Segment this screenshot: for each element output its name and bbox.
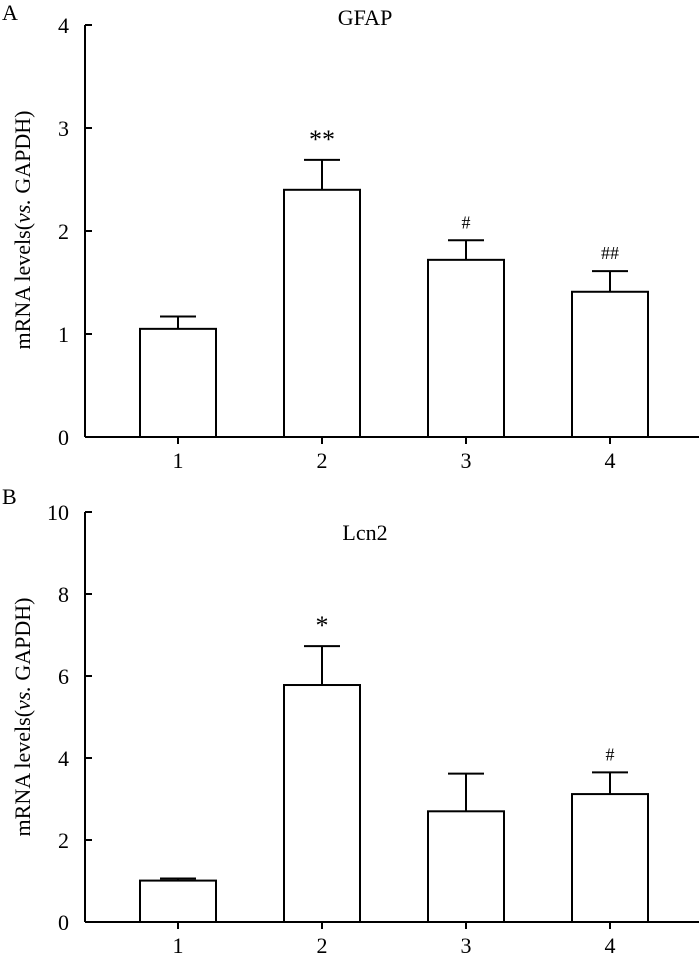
y-tick-label: 0 <box>58 910 69 935</box>
y-tick-label: 8 <box>58 582 69 607</box>
significance-label: ** <box>309 125 335 154</box>
bar <box>139 879 217 924</box>
panel-label-b: B <box>2 484 17 509</box>
x-tick-label: 4 <box>605 448 616 473</box>
y-axis-label-a: mRNA levels(vs. GAPDH) <box>10 111 35 350</box>
bar <box>427 258 505 438</box>
bars-a: **### <box>139 125 649 439</box>
y-tick-label: 1 <box>58 322 69 347</box>
y-tick-label: 10 <box>47 500 69 525</box>
x-tick-label: 3 <box>461 448 472 473</box>
chart-title-lcn2: Lcn2 <box>342 520 387 545</box>
y-tick-label: 4 <box>58 746 69 771</box>
y-axis-label-b: mRNA levels(vs. GAPDH) <box>10 598 35 837</box>
x-tick-label: 2 <box>317 933 328 958</box>
bar <box>571 290 649 438</box>
x-ticks-b: 1 2 3 4 <box>173 922 616 958</box>
y-tick-label: 3 <box>58 116 69 141</box>
x-tick-label: 2 <box>317 448 328 473</box>
x-ticks-a: 1 2 3 4 <box>173 437 616 473</box>
y-axis-label-b-prefix: mRNA levels( <box>10 710 35 837</box>
x-tick-label: 4 <box>605 933 616 958</box>
y-axis-label-b-suffix: GAPDH) <box>10 598 35 687</box>
y-tick-label: 0 <box>58 425 69 450</box>
significance-label: * <box>316 611 329 640</box>
y-axis-label-a-italic: vs. <box>10 199 35 223</box>
x-tick-label: 1 <box>173 448 184 473</box>
y-tick-label: 2 <box>58 219 69 244</box>
y-ticks-a: 0 1 2 3 4 <box>58 13 92 450</box>
bar <box>571 793 649 924</box>
y-axis-label-a-prefix: mRNA levels( <box>10 223 35 350</box>
y-tick-label: 6 <box>58 664 69 689</box>
bar <box>139 327 217 439</box>
bar <box>427 810 505 923</box>
y-ticks-b: 0 2 4 6 8 10 <box>47 500 92 935</box>
y-axis-label-a-suffix: GAPDH) <box>10 111 35 200</box>
x-tick-label: 1 <box>173 933 184 958</box>
bar <box>283 188 361 438</box>
significance-label: # <box>462 212 471 232</box>
bars-b: *# <box>139 611 649 924</box>
chart-title-gfap: GFAP <box>338 5 393 30</box>
significance-label: # <box>606 744 615 764</box>
y-tick-label: 4 <box>58 13 69 38</box>
y-tick-label: 2 <box>58 828 69 853</box>
y-axis-label-b-italic: vs. <box>10 686 35 710</box>
bar <box>283 684 361 924</box>
significance-label: ## <box>601 243 619 263</box>
panel-label-a: A <box>2 0 18 25</box>
x-tick-label: 3 <box>461 933 472 958</box>
